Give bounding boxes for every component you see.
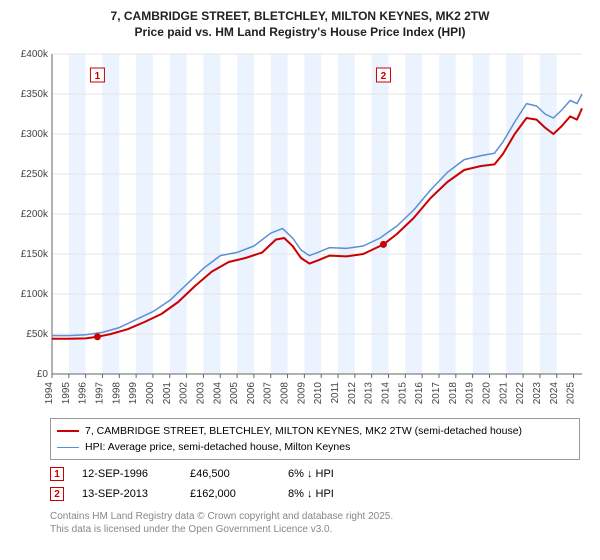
x-tick-label: 2006: [246, 382, 257, 405]
transaction-delta: 6% ↓ HPI: [288, 468, 398, 480]
transaction-row: 1 12-SEP-1996 £46,500 6% ↓ HPI: [50, 464, 580, 484]
x-tick-label: 2017: [431, 382, 442, 405]
line-chart-svg: £0 £50k £100k £150k £200k £250k £300k £350k £400…: [10, 46, 590, 416]
transaction-date: 13-SEP-2013: [82, 488, 172, 500]
x-tick-label: 2022: [515, 382, 526, 405]
marker-dot: [380, 241, 387, 248]
x-tick-label: 2021: [498, 382, 509, 405]
legend-swatch: [57, 430, 79, 432]
transaction-date: 12-SEP-1996: [82, 468, 172, 480]
x-tick-label: 2012: [347, 382, 358, 405]
attribution: Contains HM Land Registry data © Crown c…: [50, 510, 580, 536]
x-tick-label: 2000: [145, 382, 156, 405]
legend-label: 7, CAMBRIDGE STREET, BLETCHLEY, MILTON K…: [85, 425, 522, 437]
x-tick-label: 2011: [330, 382, 341, 404]
transaction-price: £162,000: [190, 488, 270, 500]
x-tick-label: 1996: [78, 382, 89, 405]
x-tick-label: 2025: [566, 382, 577, 405]
title-line-2: Price paid vs. HM Land Registry's House …: [10, 24, 590, 40]
x-tick-label: 2008: [280, 382, 291, 405]
transaction-marker: 1: [50, 467, 64, 481]
chart-title-block: 7, CAMBRIDGE STREET, BLETCHLEY, MILTON K…: [10, 8, 590, 40]
attribution-line-2: This data is licensed under the Open Gov…: [50, 523, 580, 536]
marker-number: 2: [381, 71, 387, 82]
attribution-line-1: Contains HM Land Registry data © Crown c…: [50, 510, 580, 523]
title-line-1: 7, CAMBRIDGE STREET, BLETCHLEY, MILTON K…: [10, 8, 590, 24]
x-tick-label: 1995: [61, 382, 72, 405]
x-tick-label: 1998: [111, 382, 122, 405]
x-tick-label: 1999: [128, 382, 139, 405]
x-tick-label: 2020: [481, 382, 492, 405]
y-tick-label: £0: [37, 369, 49, 380]
x-tick-label: 2013: [364, 382, 375, 405]
y-tick-label: £300k: [21, 129, 49, 140]
transaction-marker: 2: [50, 487, 64, 501]
y-tick-label: £400k: [21, 49, 49, 60]
x-tick-label: 2014: [381, 382, 392, 405]
x-tick-label: 2005: [229, 382, 240, 405]
x-tick-label: 2002: [179, 382, 190, 405]
x-tick-label: 2004: [212, 382, 223, 405]
x-tick-label: 2023: [532, 382, 543, 405]
marker-dot: [94, 334, 101, 341]
legend: 7, CAMBRIDGE STREET, BLETCHLEY, MILTON K…: [50, 418, 580, 460]
legend-row: 7, CAMBRIDGE STREET, BLETCHLEY, MILTON K…: [57, 423, 573, 439]
x-tick-label: 2024: [549, 382, 560, 405]
y-tick-label: £200k: [21, 209, 49, 220]
chart-area: £0 £50k £100k £150k £200k £250k £300k £350k £400…: [10, 46, 590, 416]
x-tick-label: 1994: [44, 382, 55, 405]
transaction-delta: 8% ↓ HPI: [288, 488, 398, 500]
transaction-row: 2 13-SEP-2013 £162,000 8% ↓ HPI: [50, 484, 580, 504]
y-tick-label: £150k: [21, 249, 49, 260]
legend-row: HPI: Average price, semi-detached house,…: [57, 439, 573, 455]
transaction-table: 1 12-SEP-1996 £46,500 6% ↓ HPI 2 13-SEP-2013 £…: [50, 464, 580, 504]
y-tick-label: £250k: [21, 169, 49, 180]
y-tick-label: £350k: [21, 89, 49, 100]
y-tick-label: £50k: [26, 329, 49, 340]
transaction-price: £46,500: [190, 468, 270, 480]
x-tick-label: 2009: [296, 382, 307, 405]
x-tick-label: 2015: [397, 382, 408, 405]
marker-number: 1: [95, 71, 101, 82]
legend-swatch: [57, 447, 79, 449]
x-tick-label: 2001: [162, 382, 173, 405]
x-tick-label: 2010: [313, 382, 324, 405]
x-tick-label: 2016: [414, 382, 425, 405]
x-tick-label: 1997: [94, 382, 105, 405]
legend-label: HPI: Average price, semi-detached house,…: [85, 441, 350, 453]
x-tick-label: 2019: [465, 382, 476, 405]
x-tick-label: 2018: [448, 382, 459, 405]
y-tick-label: £100k: [21, 289, 49, 300]
x-tick-label: 2007: [263, 382, 274, 405]
x-tick-label: 2003: [195, 382, 206, 405]
